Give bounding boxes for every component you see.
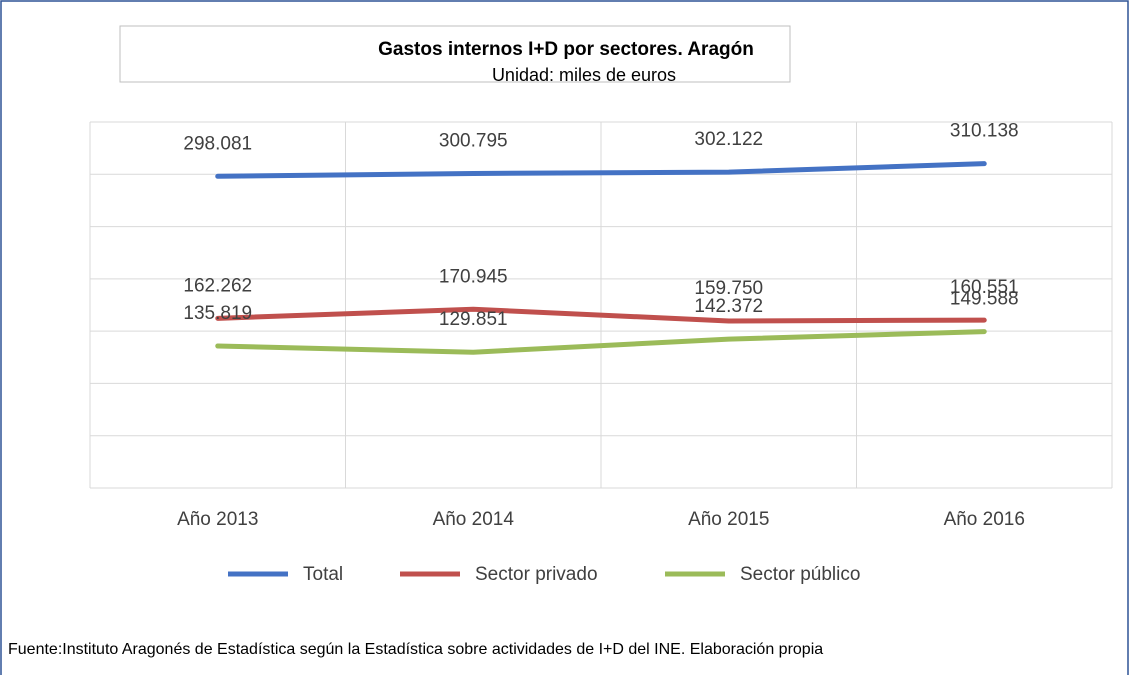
data-label: 298.081	[183, 133, 252, 154]
data-label: 159.750	[694, 278, 763, 299]
title-box	[119, 25, 791, 83]
x-tick-label: Año 2014	[433, 509, 515, 530]
legend-label: Total	[303, 564, 343, 585]
data-label: 302.122	[694, 129, 763, 150]
source-note: Fuente:Instituto Aragonés de Estadística…	[8, 641, 824, 658]
data-label: 162.262	[183, 275, 252, 296]
chart-subtitle: Unidad: miles de euros	[492, 65, 676, 85]
data-label: 129.851	[439, 309, 508, 330]
data-label: 142.372	[694, 296, 763, 317]
data-label: 300.795	[439, 130, 508, 151]
x-tick-label: Año 2013	[177, 509, 258, 530]
legend-label: Sector público	[740, 564, 860, 585]
x-tick-label: Año 2015	[688, 509, 769, 530]
data-label: 170.945	[439, 266, 508, 287]
legend-label: Sector privado	[475, 564, 598, 585]
series-line	[215, 306, 987, 324]
data-label: 160.551	[950, 277, 1019, 298]
chart-title: Gastos internos I+D por sectores. Aragón	[378, 39, 754, 60]
data-label: 135.819	[183, 303, 252, 324]
series-line	[215, 161, 987, 179]
data-label: 149.588	[950, 289, 1019, 310]
data-label: 310.138	[950, 121, 1019, 142]
x-tick-label: Año 2016	[944, 509, 1025, 530]
series-line	[215, 329, 987, 355]
